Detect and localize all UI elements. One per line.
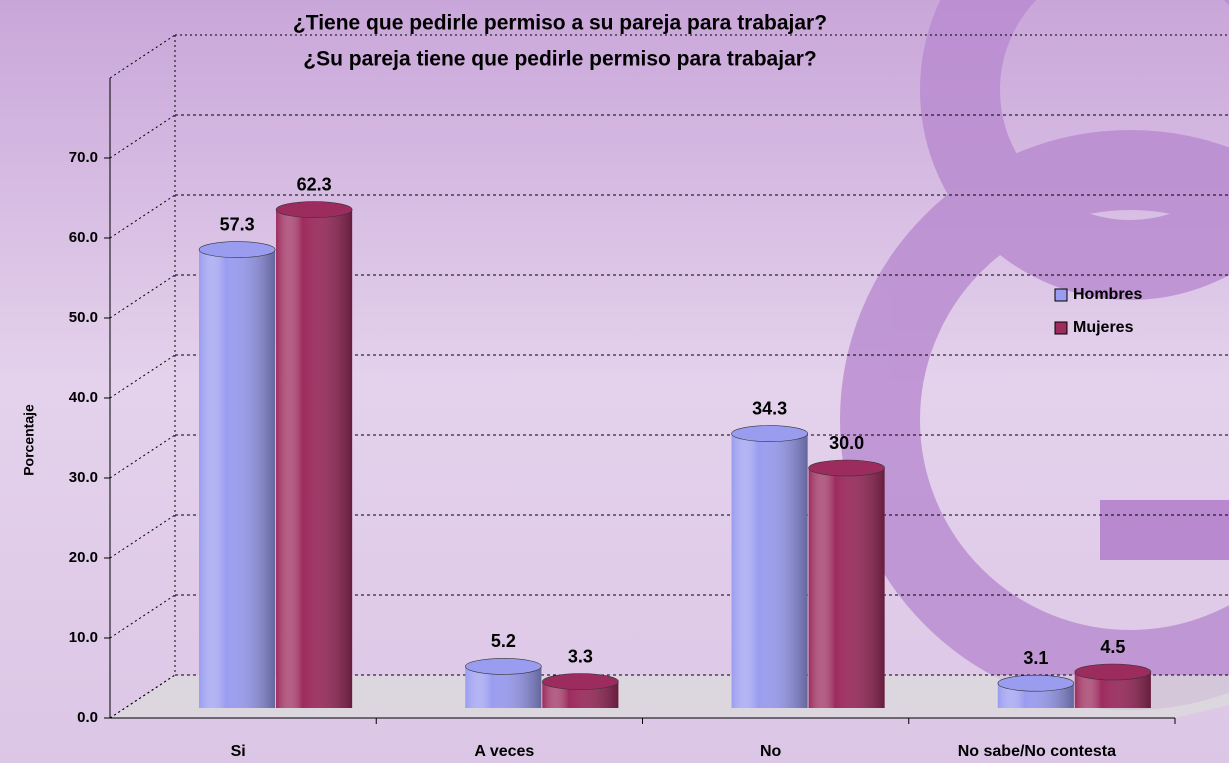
y-tick-label: 30.0 — [69, 469, 98, 486]
data-label: 62.3 — [297, 174, 332, 194]
bar-shade — [199, 250, 275, 708]
x-tick-label: No sabe/No contesta — [958, 743, 1116, 760]
bar-shade — [276, 210, 352, 708]
y-tick-label: 50.0 — [69, 309, 98, 326]
bar-top — [276, 202, 352, 218]
bar-top — [732, 426, 808, 442]
x-tick-label: Si — [231, 743, 246, 760]
data-label: 4.5 — [1100, 637, 1125, 657]
legend-swatch — [1055, 322, 1067, 334]
bar-top — [998, 675, 1074, 691]
decor-bar — [1100, 500, 1229, 560]
bar-top — [1075, 664, 1151, 680]
chart: ¿Tiene que pedirle permiso a su pareja p… — [0, 0, 1229, 763]
bar-shade — [809, 468, 885, 708]
data-label: 34.3 — [752, 398, 787, 418]
y-tick-label: 10.0 — [69, 629, 98, 646]
data-label: 30.0 — [829, 433, 864, 453]
data-label: 57.3 — [220, 214, 255, 234]
bar-top — [542, 674, 618, 690]
y-axis-label: Porcentaje — [21, 404, 37, 476]
data-label: 3.1 — [1023, 648, 1048, 668]
y-tick-label: 0.0 — [77, 709, 98, 726]
y-tick-label: 20.0 — [69, 549, 98, 566]
chart-subtitle: ¿Su pareja tiene que pedirle permiso par… — [303, 48, 817, 71]
bar-shade — [732, 434, 808, 708]
x-tick-label: No — [760, 743, 782, 760]
y-tick-label: 60.0 — [69, 229, 98, 246]
y-tick-label: 40.0 — [69, 389, 98, 406]
x-tick-label: A veces — [474, 743, 534, 760]
legend-label: Mujeres — [1073, 319, 1134, 336]
data-label: 5.2 — [491, 631, 516, 651]
data-label: 3.3 — [568, 646, 593, 666]
bar-top — [809, 460, 885, 476]
y-tick-label: 70.0 — [69, 149, 98, 166]
bar-top — [199, 242, 275, 258]
chart-title: ¿Tiene que pedirle permiso a su pareja p… — [293, 12, 827, 35]
legend-swatch — [1055, 289, 1067, 301]
bar-top — [465, 658, 541, 674]
legend-label: Hombres — [1073, 286, 1142, 303]
